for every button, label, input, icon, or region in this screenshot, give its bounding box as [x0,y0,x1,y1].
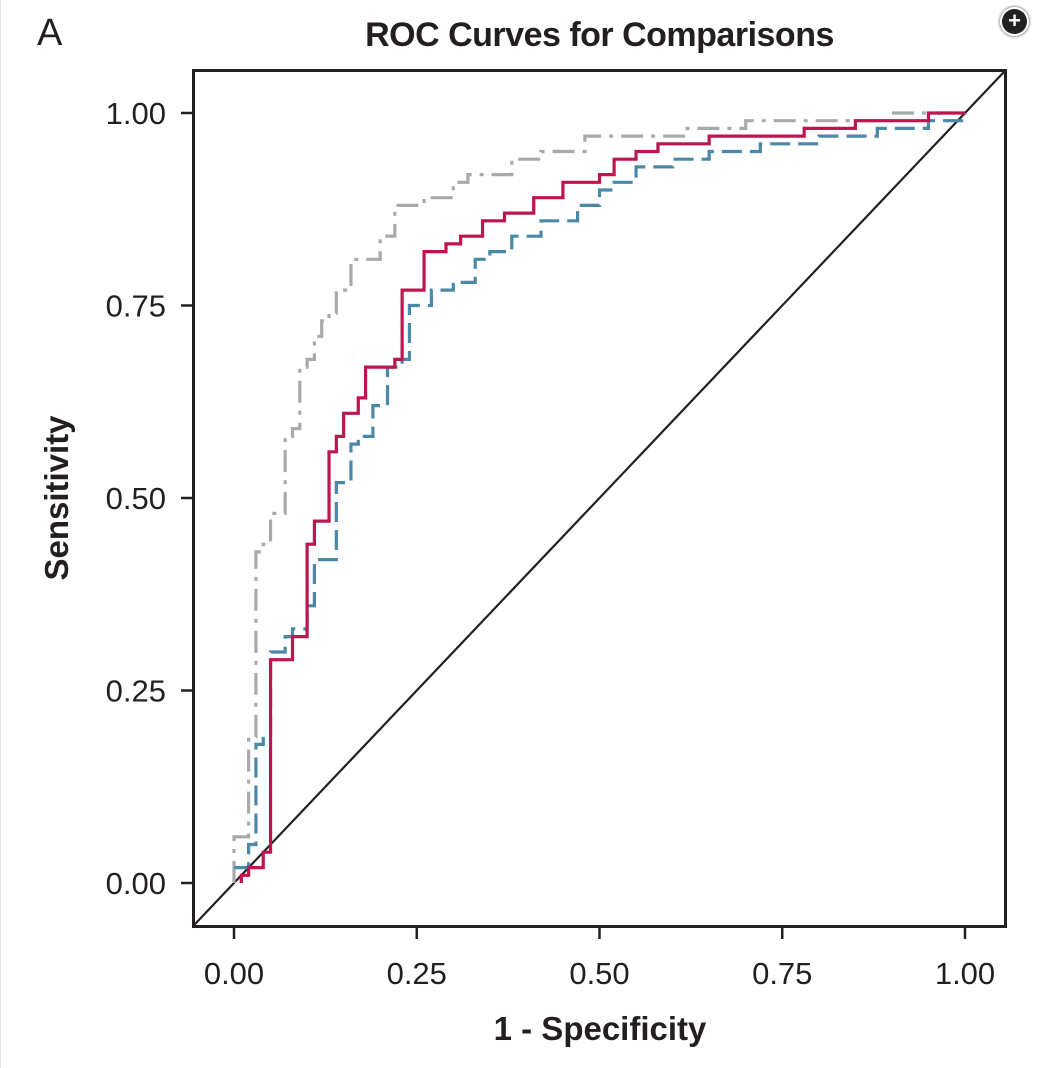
chance-diagonal [193,70,1006,927]
series-crimson-solid [239,111,965,883]
y-tick-label: 0.25 [106,674,166,709]
y-tick-label: 0.75 [106,289,166,324]
chart-title: ROC Curves for Comparisons [365,16,834,54]
x-axis: 0.00 0.25 0.50 0.75 1.00 [204,927,995,991]
x-tick-label: 0.00 [204,956,264,991]
series-blue-dashed [234,113,967,870]
x-tick-label: 0.50 [569,956,629,991]
x-tick-label: 0.75 [752,956,812,991]
x-axis-title: 1 - Specificity [494,1010,707,1047]
x-tick-label: 0.25 [387,956,447,991]
panel-label: A [37,12,63,54]
y-tick-label: 1.00 [106,96,166,131]
page-edge [0,0,1,1068]
y-tick-label: 0.50 [106,481,166,516]
curves-layer [193,70,1006,927]
series-gray-dashed [232,111,965,883]
y-axis: 0.00 0.25 0.50 0.75 1.00 [106,96,193,901]
expand-figure-button[interactable]: + [1002,9,1027,34]
x-tick-label: 1.00 [935,956,995,991]
y-axis-title: Sensitivity [38,415,75,581]
plot-frame [192,69,1007,928]
plus-circle-icon: + [1008,8,1021,33]
y-tick-label: 0.00 [106,866,166,901]
